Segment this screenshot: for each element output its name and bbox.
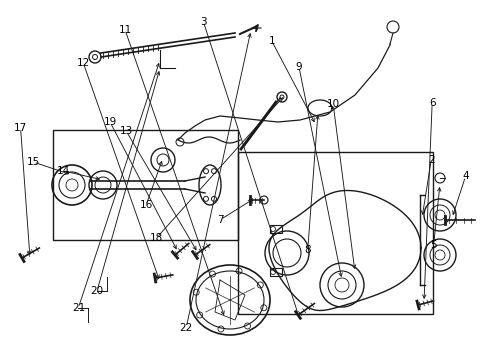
Text: 9: 9 [295, 62, 302, 72]
Text: 10: 10 [327, 99, 340, 109]
Bar [270, 225, 282, 233]
Text: 4: 4 [462, 171, 469, 181]
Text: 14: 14 [57, 166, 71, 176]
Text: 13: 13 [120, 126, 133, 136]
Bar [53, 130, 238, 240]
Text: 1: 1 [269, 36, 275, 46]
Text: 2: 2 [428, 155, 435, 165]
Text: 3: 3 [200, 17, 207, 27]
Text: 8: 8 [304, 245, 311, 255]
Bar [270, 268, 282, 276]
Text: 16: 16 [139, 200, 153, 210]
Text: 15: 15 [26, 157, 40, 167]
Text: 21: 21 [72, 303, 85, 313]
Bar [238, 152, 433, 314]
Text: 6: 6 [429, 98, 436, 108]
Text: 7: 7 [217, 215, 224, 225]
Text: 22: 22 [179, 323, 193, 333]
Text: 20: 20 [91, 286, 103, 296]
Text: 17: 17 [14, 123, 27, 133]
Text: 12: 12 [76, 58, 90, 68]
Text: 5: 5 [430, 240, 437, 250]
Text: 18: 18 [150, 233, 164, 243]
Text: 11: 11 [118, 24, 132, 35]
Text: 19: 19 [103, 117, 117, 127]
